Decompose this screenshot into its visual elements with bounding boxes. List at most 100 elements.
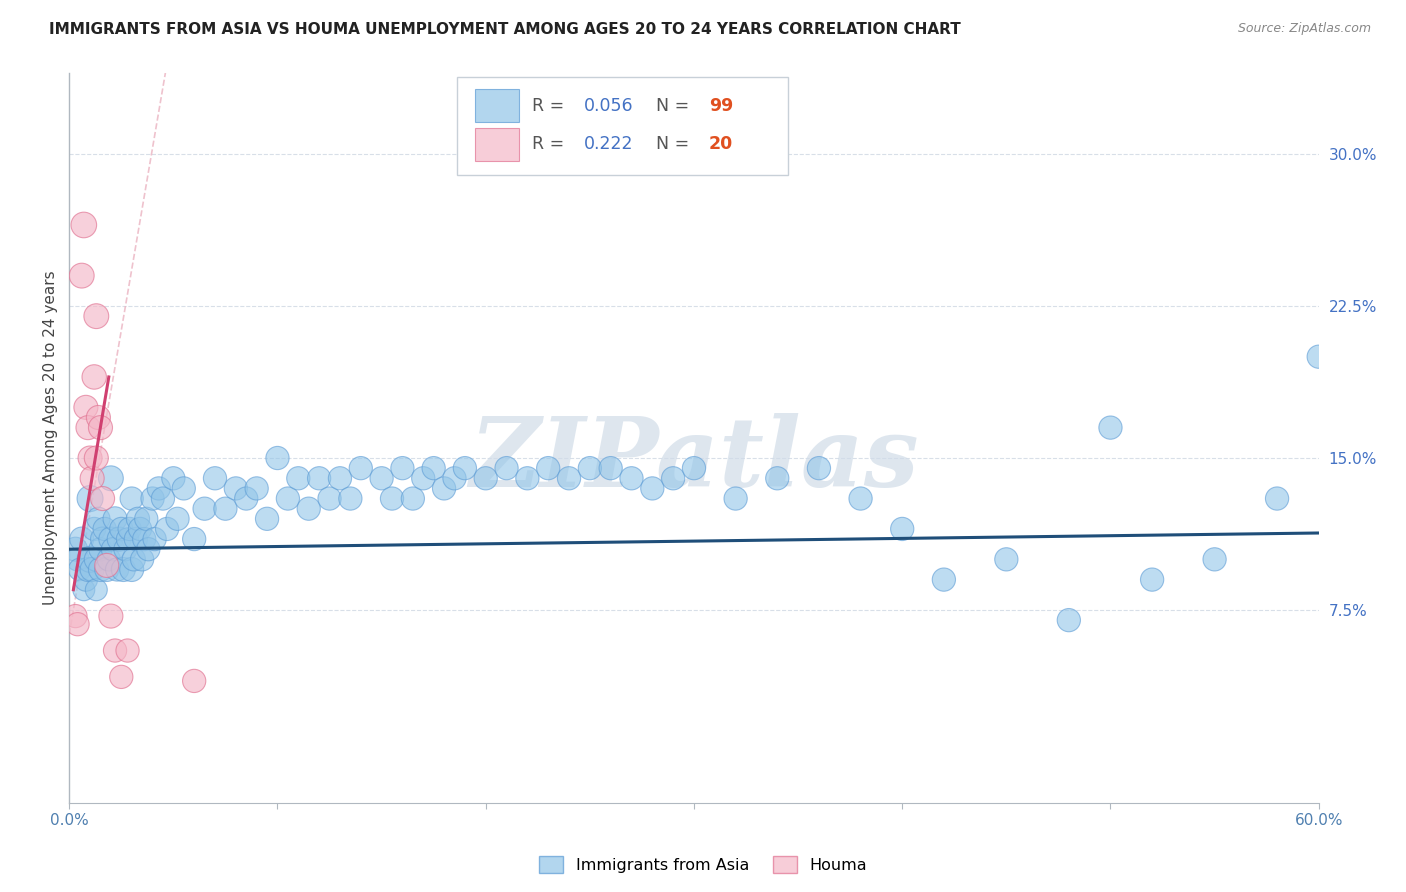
Point bbox=[70, 532, 93, 546]
Point bbox=[66, 552, 89, 566]
Text: 20: 20 bbox=[709, 136, 733, 153]
Point bbox=[82, 562, 104, 576]
Point bbox=[89, 542, 111, 557]
Point bbox=[235, 491, 257, 506]
Point bbox=[370, 471, 392, 485]
Point bbox=[599, 461, 621, 475]
Point bbox=[96, 558, 118, 573]
Point bbox=[166, 512, 188, 526]
Point bbox=[79, 491, 101, 506]
Point bbox=[807, 461, 830, 475]
Point bbox=[127, 512, 149, 526]
Point bbox=[110, 522, 132, 536]
Point bbox=[84, 450, 107, 465]
Text: R =: R = bbox=[531, 97, 569, 115]
Point bbox=[77, 420, 100, 434]
FancyBboxPatch shape bbox=[475, 89, 519, 122]
Point bbox=[75, 401, 97, 415]
Point bbox=[350, 461, 373, 475]
Text: 0.056: 0.056 bbox=[583, 97, 634, 115]
Point bbox=[579, 461, 602, 475]
Point bbox=[91, 491, 114, 506]
Point bbox=[256, 512, 278, 526]
Point bbox=[474, 471, 496, 485]
Point bbox=[66, 617, 89, 632]
Point bbox=[204, 471, 226, 485]
Point bbox=[454, 461, 477, 475]
Point bbox=[620, 471, 643, 485]
Point bbox=[135, 512, 157, 526]
Point bbox=[104, 643, 127, 657]
Point bbox=[391, 461, 413, 475]
Point bbox=[537, 461, 560, 475]
Point bbox=[93, 522, 115, 536]
Point bbox=[69, 562, 91, 576]
Point bbox=[75, 573, 97, 587]
Point bbox=[662, 471, 685, 485]
Point bbox=[134, 532, 156, 546]
Point bbox=[121, 491, 143, 506]
Point bbox=[1265, 491, 1288, 506]
Point bbox=[214, 501, 236, 516]
Point bbox=[724, 491, 747, 506]
Point bbox=[849, 491, 872, 506]
Point bbox=[87, 410, 110, 425]
Point bbox=[79, 450, 101, 465]
FancyBboxPatch shape bbox=[475, 128, 519, 161]
Point bbox=[225, 482, 247, 496]
Point bbox=[891, 522, 914, 536]
Point bbox=[87, 512, 110, 526]
Point bbox=[117, 532, 139, 546]
Legend: Immigrants from Asia, Houma: Immigrants from Asia, Houma bbox=[533, 849, 873, 880]
Point bbox=[114, 542, 136, 557]
Point bbox=[77, 562, 100, 576]
Point bbox=[83, 370, 105, 384]
Point bbox=[84, 582, 107, 597]
Point bbox=[121, 562, 143, 576]
Point bbox=[381, 491, 404, 506]
Point bbox=[100, 532, 122, 546]
Point bbox=[1204, 552, 1226, 566]
Point bbox=[89, 420, 111, 434]
Point bbox=[65, 542, 87, 557]
Point bbox=[318, 491, 340, 506]
Point bbox=[339, 491, 361, 506]
Point bbox=[266, 450, 288, 465]
Point bbox=[100, 609, 122, 624]
Text: Source: ZipAtlas.com: Source: ZipAtlas.com bbox=[1237, 22, 1371, 36]
Point bbox=[1099, 420, 1122, 434]
Point bbox=[641, 482, 664, 496]
Point bbox=[932, 573, 955, 587]
Point bbox=[141, 491, 163, 506]
Point bbox=[152, 491, 174, 506]
Point bbox=[110, 670, 132, 684]
Point bbox=[112, 562, 135, 576]
Point bbox=[138, 542, 160, 557]
Point bbox=[96, 562, 118, 576]
Point bbox=[82, 471, 104, 485]
Point bbox=[148, 482, 170, 496]
Text: 0.222: 0.222 bbox=[583, 136, 634, 153]
Point bbox=[118, 522, 141, 536]
Point bbox=[558, 471, 581, 485]
Point bbox=[287, 471, 309, 485]
Point bbox=[65, 609, 87, 624]
Text: N =: N = bbox=[657, 97, 695, 115]
Point bbox=[995, 552, 1018, 566]
Point bbox=[194, 501, 217, 516]
Text: ZIPatlas: ZIPatlas bbox=[470, 413, 918, 507]
Point bbox=[89, 562, 111, 576]
Point bbox=[122, 552, 145, 566]
Point bbox=[70, 268, 93, 283]
Point bbox=[117, 643, 139, 657]
Point bbox=[125, 532, 148, 546]
Point bbox=[766, 471, 789, 485]
Point bbox=[422, 461, 444, 475]
Point bbox=[516, 471, 538, 485]
Point bbox=[412, 471, 434, 485]
Point bbox=[108, 532, 131, 546]
Point bbox=[84, 552, 107, 566]
Point bbox=[101, 542, 124, 557]
Point bbox=[156, 522, 179, 536]
Text: R =: R = bbox=[531, 136, 569, 153]
